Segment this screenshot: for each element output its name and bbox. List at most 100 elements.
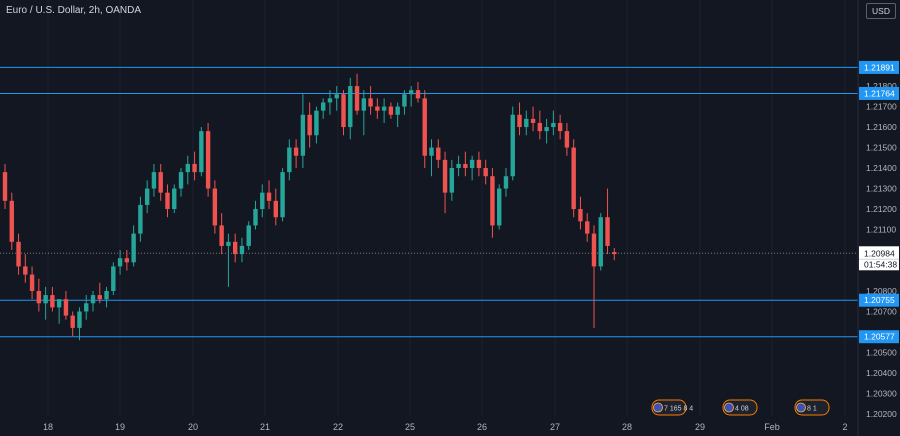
candle-body xyxy=(409,90,414,95)
candle-body xyxy=(578,209,583,222)
candle-body xyxy=(158,172,163,193)
candle-body xyxy=(517,114,522,128)
candle-body xyxy=(436,147,441,160)
candle-body xyxy=(483,168,488,177)
candle-body xyxy=(422,98,427,156)
price-axis[interactable]: 1.21800 1.21700 1.21600 1.21500 1.21400 1.213… xyxy=(866,81,897,419)
time-tick-label: 19 xyxy=(115,422,125,432)
time-tick-label: 27 xyxy=(550,422,560,432)
time-tick-label: Feb xyxy=(764,422,780,432)
candle-body xyxy=(9,200,14,242)
time-axis[interactable]: 18 19 20 21 22 25 26 27 28 29 Feb 2 xyxy=(43,422,848,432)
candle-body xyxy=(503,176,509,189)
price-tick-label: 1.20300 xyxy=(866,388,897,398)
candle-body xyxy=(429,147,434,156)
candle-body xyxy=(199,131,204,173)
candle-body xyxy=(165,192,170,210)
candle-body xyxy=(585,221,590,234)
candle-body xyxy=(571,147,576,210)
currency-button[interactable]: USD xyxy=(866,3,896,19)
candle-body xyxy=(442,159,448,193)
level-price-label: 1.21891 xyxy=(864,62,895,72)
time-tick-label: 2 xyxy=(842,422,847,432)
candle-body xyxy=(70,315,75,328)
price-tick-label: 1.21300 xyxy=(866,184,897,194)
candle-body xyxy=(2,172,8,201)
candle-body xyxy=(97,295,102,300)
candle-body xyxy=(16,241,21,267)
candle-body xyxy=(469,159,475,169)
event-badges[interactable]: 7 165 8 4 4 08 8 1 xyxy=(651,399,830,416)
candle-body xyxy=(172,188,177,210)
economic-event-badge[interactable]: 7 165 8 4 xyxy=(651,399,693,416)
last-price-label: 1.20984 xyxy=(864,248,895,258)
economic-event-badge[interactable]: 8 1 xyxy=(794,399,830,416)
time-tick-label: 18 xyxy=(43,422,53,432)
time-tick-label: 26 xyxy=(477,422,487,432)
candle-body xyxy=(544,127,549,132)
candle-body xyxy=(476,159,482,169)
candle-body xyxy=(23,266,28,275)
candle-body xyxy=(415,90,421,99)
time-tick-label: 28 xyxy=(622,422,632,432)
last-price-tag xyxy=(859,246,899,271)
horizontal-levels[interactable] xyxy=(0,66,858,338)
event-badge-label: 7 165 8 4 xyxy=(664,406,693,413)
time-tick-label: 29 xyxy=(695,422,705,432)
candle-body xyxy=(598,217,603,267)
candle-body xyxy=(144,188,150,205)
level-price-label: 1.20755 xyxy=(864,295,895,305)
candle-body xyxy=(253,209,258,226)
chart-grid xyxy=(47,0,846,416)
level-price-label: 1.20577 xyxy=(864,332,895,342)
candle-body xyxy=(226,241,231,246)
candle-body xyxy=(280,172,285,218)
candle-body xyxy=(232,241,238,255)
price-tick-label: 1.21700 xyxy=(866,102,897,112)
event-badge-label: 8 1 xyxy=(807,406,817,413)
candle-body xyxy=(300,114,306,156)
candle-body xyxy=(90,295,96,304)
candle-body xyxy=(354,86,360,111)
candle-body xyxy=(564,131,570,148)
candle-body xyxy=(402,94,407,107)
candle-body xyxy=(591,233,597,267)
candle-body xyxy=(368,98,373,107)
candle-body xyxy=(524,118,529,128)
time-tick-label: 21 xyxy=(260,422,270,432)
candle-body xyxy=(287,147,292,173)
candle-body xyxy=(530,118,536,123)
economic-event-badge[interactable]: 4 08 xyxy=(722,399,758,416)
candle-body xyxy=(185,163,190,173)
candle-body xyxy=(138,204,143,234)
price-tick-label: 1.20500 xyxy=(866,347,897,357)
price-tick-label: 1.21600 xyxy=(866,122,897,132)
price-tick-label: 1.20400 xyxy=(866,368,897,378)
time-tick-label: 22 xyxy=(333,422,343,432)
candle-body xyxy=(557,122,563,132)
candle-body xyxy=(463,163,468,169)
level-price-tag xyxy=(859,86,899,100)
candle-body xyxy=(449,168,455,193)
candle-body xyxy=(29,274,35,291)
candle-body xyxy=(605,217,610,246)
candle-body xyxy=(395,106,400,115)
candle-body xyxy=(490,176,495,226)
candle-body xyxy=(84,303,89,312)
time-tick-label: 20 xyxy=(188,422,198,432)
candle-body xyxy=(388,106,394,115)
candle-body xyxy=(151,172,157,189)
candle-body xyxy=(327,98,333,103)
candle-body xyxy=(104,290,109,300)
candle-body xyxy=(117,258,123,267)
flag-icon xyxy=(653,402,663,413)
candle-body xyxy=(341,94,346,128)
event-badge-label: 4 08 xyxy=(735,406,749,413)
candle-body xyxy=(50,295,55,308)
candle-body xyxy=(273,200,278,218)
price-tick-label: 1.20700 xyxy=(866,306,897,316)
candle-body xyxy=(205,131,211,189)
price-axis-labels: 1.21891 1.21764 1.20755 1.20577 1.2098401:54… xyxy=(859,60,899,344)
level-price-label: 1.21764 xyxy=(864,88,895,98)
